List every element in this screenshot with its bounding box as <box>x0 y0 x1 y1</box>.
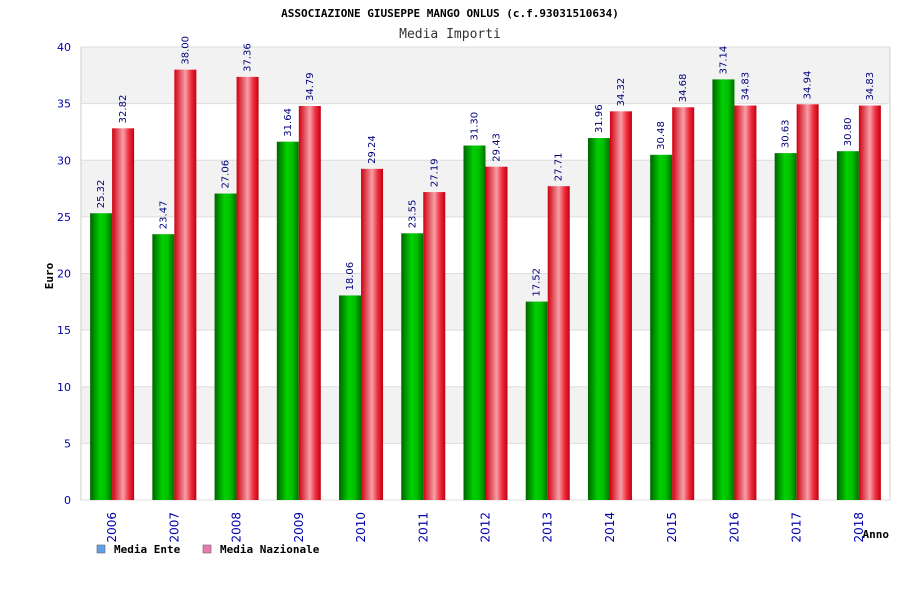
bar-media-ente-2014 <box>587 138 610 501</box>
value-label: 34.68 <box>678 74 689 103</box>
bar-media-ente-2018 <box>836 151 859 500</box>
value-label: 34.94 <box>803 71 814 100</box>
x-tick-label: 2011 <box>416 512 430 543</box>
value-label: 34.79 <box>305 72 316 101</box>
bar-media-nazionale-2015 <box>672 107 695 501</box>
x-tick-label: 2014 <box>603 512 617 543</box>
value-label: 27.19 <box>429 158 440 187</box>
bar-media-ente-2008 <box>214 193 237 500</box>
y-tick-label: 30 <box>57 154 71 167</box>
value-labels: 25.32 32.82 23.47 38.00 27.06 37.36 31.64 34.79… <box>96 36 876 297</box>
bar-media-nazionale-2008 <box>236 76 259 500</box>
bar-media-ente-2010 <box>339 295 362 500</box>
x-tick-label: 2012 <box>479 512 493 543</box>
bar-media-nazionale-2012 <box>485 166 508 500</box>
x-tick-label: 2016 <box>727 512 741 543</box>
bar-media-nazionale-2006 <box>112 128 135 500</box>
value-label: 31.30 <box>470 112 481 141</box>
y-axis-label: Euro <box>43 262 56 289</box>
y-axis-ticks: 0 5 10 15 20 25 30 35 40 <box>57 41 71 507</box>
value-label: 18.06 <box>345 262 356 291</box>
x-tick-label: 2008 <box>230 512 244 543</box>
value-label: 34.83 <box>865 72 876 101</box>
bars <box>90 69 881 501</box>
legend-label: Media Ente <box>114 543 181 556</box>
y-tick-label: 0 <box>64 494 71 507</box>
bar-media-ente-2006 <box>90 213 113 500</box>
y-tick-label: 5 <box>64 437 71 450</box>
x-tick-label: 2015 <box>665 512 679 543</box>
legend-label: Media Nazionale <box>220 543 320 556</box>
value-label: 23.47 <box>158 201 169 230</box>
bar-media-ente-2012 <box>463 145 486 500</box>
y-tick-label: 25 <box>57 211 71 224</box>
bar-media-nazionale-2007 <box>174 69 197 501</box>
bar-media-ente-2007 <box>152 234 175 500</box>
legend: Media Ente Media Nazionale <box>96 543 320 556</box>
value-label: 32.82 <box>118 95 129 124</box>
bar-media-ente-2011 <box>401 233 424 500</box>
bar-media-nazionale-2010 <box>361 168 384 500</box>
x-tick-label: 2007 <box>167 512 181 543</box>
y-tick-label: 35 <box>57 98 71 111</box>
value-label: 27.71 <box>554 153 565 182</box>
y-tick-label: 40 <box>57 41 71 54</box>
value-label: 27.06 <box>221 160 232 189</box>
bar-media-nazionale-2016 <box>734 105 757 501</box>
value-label: 30.63 <box>781 119 792 148</box>
value-label: 29.24 <box>367 135 378 164</box>
bar-media-nazionale-2011 <box>423 192 446 501</box>
value-label: 23.55 <box>407 200 418 229</box>
bar-media-ente-2009 <box>276 141 299 500</box>
value-label: 31.96 <box>594 104 605 133</box>
x-tick-label: 2009 <box>292 512 306 543</box>
value-label: 37.36 <box>243 43 254 72</box>
legend-swatch <box>96 544 106 554</box>
x-tick-label: 2006 <box>105 512 119 543</box>
x-axis-ticks: 2006 2007 2008 2009 2010 2011 2012 2013 2014 2015… <box>105 512 866 543</box>
x-axis-label: Anno <box>863 528 890 541</box>
value-label: 31.64 <box>283 108 294 137</box>
value-label: 25.32 <box>96 180 107 209</box>
bar-media-nazionale-2013 <box>547 186 570 500</box>
bar-media-nazionale-2009 <box>298 106 321 501</box>
value-label: 34.32 <box>616 78 627 107</box>
bar-media-ente-2017 <box>774 153 797 501</box>
bar-media-nazionale-2014 <box>609 111 632 501</box>
plot-band <box>81 47 890 104</box>
x-tick-label: 2017 <box>790 512 804 543</box>
value-label: 34.83 <box>740 72 751 101</box>
y-tick-label: 10 <box>57 381 71 394</box>
chart-title: ASSOCIAZIONE GIUSEPPE MANGO ONLUS (c.f.9… <box>281 7 619 20</box>
y-tick-label: 20 <box>57 268 71 281</box>
bar-media-ente-2013 <box>525 301 548 500</box>
value-label: 17.52 <box>532 268 543 297</box>
bar-media-ente-2015 <box>650 154 673 500</box>
bar-media-nazionale-2018 <box>858 105 881 501</box>
bar-media-ente-2016 <box>712 79 735 501</box>
value-label: 29.43 <box>492 133 503 162</box>
chart-subtitle: Media Importi <box>399 27 501 42</box>
value-label: 30.80 <box>843 118 854 147</box>
x-tick-label: 2010 <box>354 512 368 543</box>
bar-media-nazionale-2017 <box>796 104 819 500</box>
y-tick-label: 15 <box>57 324 71 337</box>
value-label: 38.00 <box>180 36 191 65</box>
x-tick-label: 2013 <box>541 512 555 543</box>
value-label: 37.14 <box>718 46 729 75</box>
value-label: 30.48 <box>656 121 667 150</box>
x-tick-label: 2018 <box>852 512 866 543</box>
legend-swatch <box>202 544 212 554</box>
